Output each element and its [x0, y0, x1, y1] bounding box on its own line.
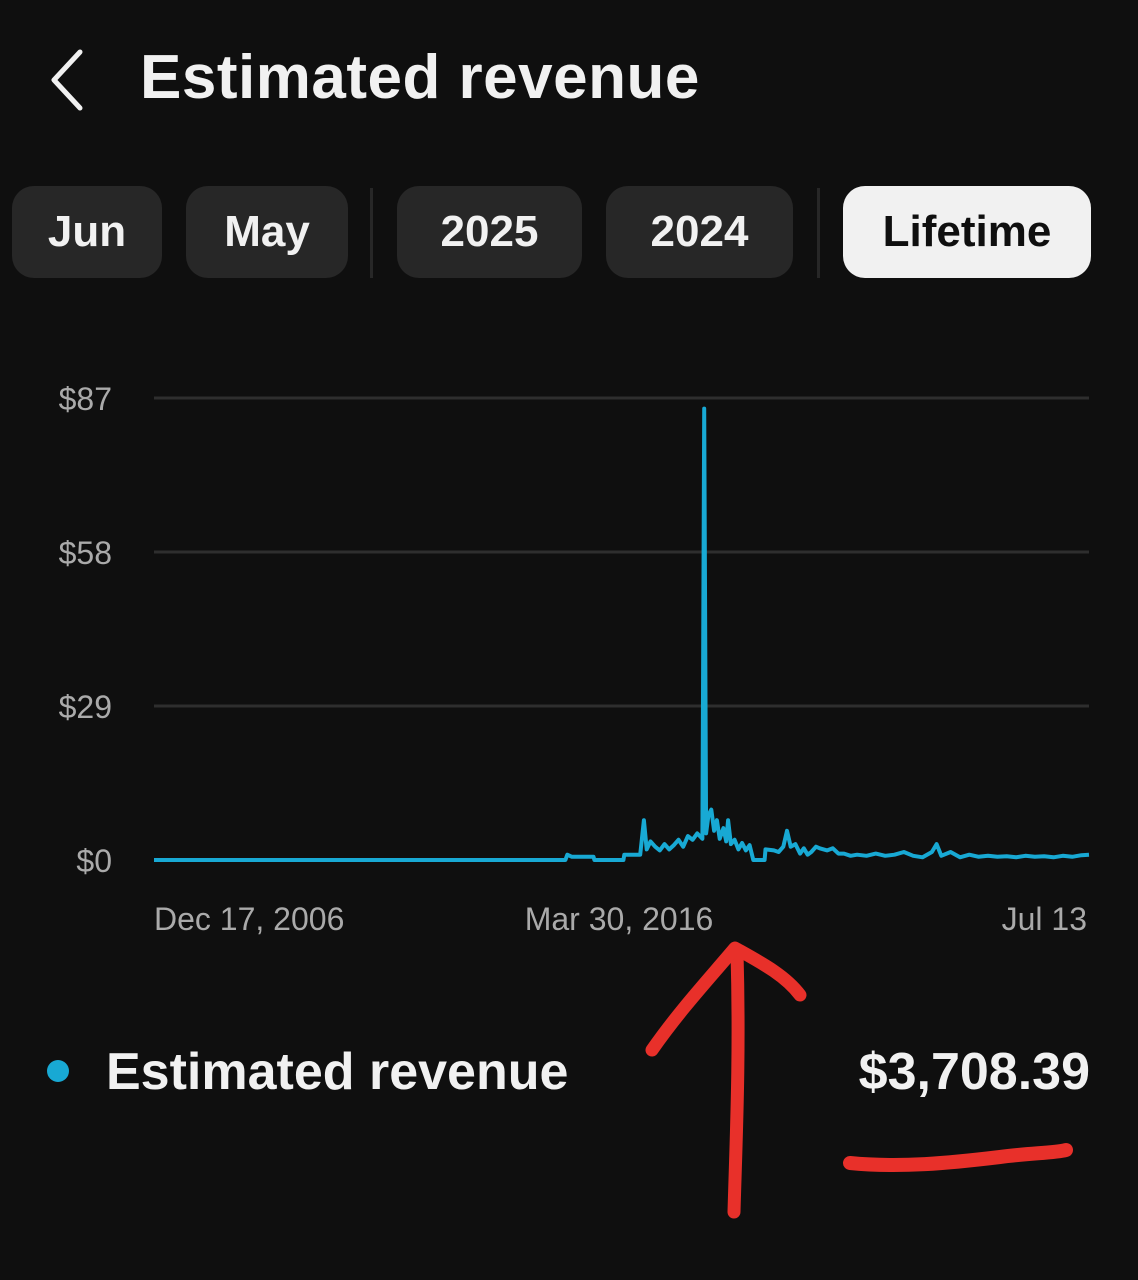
series-dot-icon — [47, 1060, 69, 1082]
y-tick-label: $29 — [59, 689, 112, 725]
chip-2025[interactable]: 2025 — [397, 186, 582, 278]
red-underline-icon — [843, 1143, 1073, 1173]
x-tick-label: Dec 17, 2006 — [154, 901, 344, 937]
x-tick-label: Mar 30, 2016 — [525, 901, 714, 937]
y-tick-label: $58 — [59, 535, 112, 571]
header: Estimated revenue — [0, 0, 1138, 160]
page-title: Estimated revenue — [140, 43, 700, 112]
revenue-series-line — [154, 406, 1090, 862]
y-tick-label: $87 — [59, 381, 112, 417]
chip-divider — [817, 188, 820, 278]
x-tick-label: Jul 13 — [1002, 901, 1087, 937]
legend: Estimated revenue $3,708.39 — [0, 1030, 1138, 1120]
chip-jun[interactable]: Jun — [12, 186, 162, 278]
revenue-total: $3,708.39 — [858, 1043, 1090, 1101]
chip-may[interactable]: May — [186, 186, 348, 278]
y-tick-label: $0 — [76, 843, 112, 879]
chip-lifetime[interactable]: Lifetime — [843, 186, 1091, 278]
chip-2024[interactable]: 2024 — [606, 186, 793, 278]
back-button[interactable] — [40, 40, 100, 120]
revenue-chart-svg: $87 $58 $29 $0 Dec 17, 2006 Mar 30, 2016 Jul … — [59, 381, 1090, 937]
time-range-chips: Jun May 2025 2024 Lifetime — [0, 186, 1138, 280]
legend-label: Estimated revenue — [106, 1043, 569, 1101]
chevron-left-icon — [51, 49, 83, 111]
chip-divider — [370, 188, 373, 278]
revenue-chart: $87 $58 $29 $0 Dec 17, 2006 Mar 30, 2016 Jul … — [0, 370, 1138, 950]
